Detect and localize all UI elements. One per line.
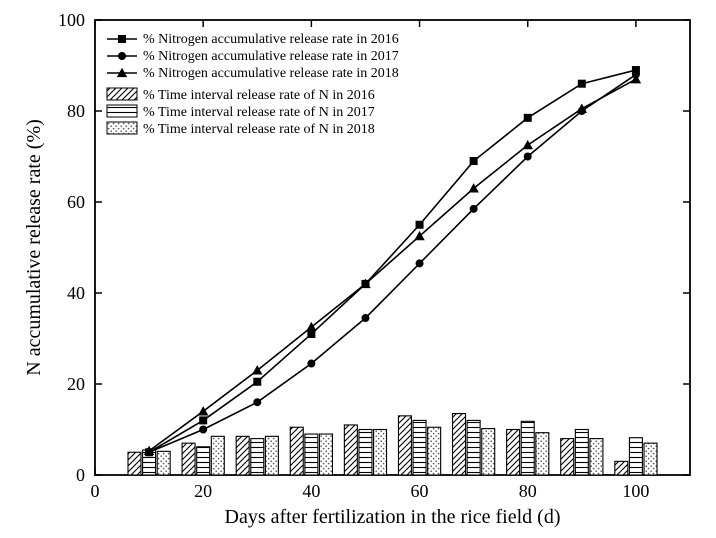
- marker-acc_2017: [361, 314, 369, 322]
- marker-acc_2016: [199, 416, 207, 424]
- bar-int_2017: [197, 447, 210, 475]
- legend-label: % Nitrogen accumulative release rate in …: [143, 32, 399, 47]
- bar-int_2018: [374, 430, 387, 476]
- legend-marker-acc_2017: [118, 52, 126, 60]
- bar-int_2016: [507, 430, 520, 476]
- x-tick-label: 40: [302, 481, 320, 501]
- bar-int_2018: [319, 434, 332, 475]
- legend-bars: % Time interval release rate of N in 201…: [107, 88, 375, 137]
- bar-int_2018: [590, 439, 603, 475]
- bar-int_2016: [236, 436, 249, 475]
- bar-int_2016: [344, 425, 357, 475]
- bar-int_2018: [428, 427, 441, 475]
- marker-acc_2016: [416, 221, 424, 229]
- bar-int_2016: [615, 461, 628, 475]
- marker-acc_2016: [253, 378, 261, 386]
- legend-label: % Nitrogen accumulative release rate in …: [143, 66, 399, 81]
- bar-int_2016: [561, 439, 574, 475]
- bar-int_2017: [305, 434, 318, 475]
- y-tick-label: 20: [67, 374, 85, 394]
- bar-int_2018: [265, 436, 278, 475]
- bar-int_2017: [413, 420, 426, 475]
- y-tick-label: 60: [67, 192, 85, 212]
- bar-int_2018: [536, 433, 549, 475]
- legend-marker-acc_2016: [118, 35, 126, 43]
- bar-int_2018: [211, 436, 224, 475]
- y-tick-label: 100: [58, 10, 85, 30]
- bar-int_2017: [629, 438, 642, 475]
- x-tick-label: 100: [622, 481, 649, 501]
- marker-acc_2017: [199, 426, 207, 434]
- chart-svg: 0 20 40 60 80 100 0 20 40 60 80 100 Days after ferti…: [0, 0, 716, 538]
- chart-container: 0 20 40 60 80 100 0 20 40 60 80 100 Days after ferti…: [0, 0, 716, 538]
- marker-acc_2017: [253, 398, 261, 406]
- legend-label: % Time interval release rate of N in 201…: [143, 122, 375, 137]
- bar-int_2017: [467, 420, 480, 475]
- y-tick-label: 80: [67, 101, 85, 121]
- x-tick-label: 20: [194, 481, 212, 501]
- marker-acc_2018: [523, 140, 533, 149]
- bar-int_2016: [398, 416, 411, 475]
- x-axis-label: Days after fertilization in the rice fie…: [225, 506, 561, 528]
- marker-acc_2016: [524, 114, 532, 122]
- y-tick-label: 40: [67, 283, 85, 303]
- bar-int_2017: [521, 421, 534, 475]
- marker-acc_2018: [198, 406, 208, 415]
- x-tick-label: 0: [91, 481, 100, 501]
- bar-int_2016: [182, 443, 195, 475]
- marker-acc_2017: [307, 360, 315, 368]
- legend-label: % Time interval release rate of N in 201…: [143, 105, 375, 120]
- legend-label: % Nitrogen accumulative release rate in …: [143, 49, 399, 64]
- marker-acc_2017: [470, 205, 478, 213]
- bar-int_2018: [157, 451, 170, 475]
- bar-int_2016: [128, 452, 141, 475]
- y-tick-label: 0: [76, 465, 85, 485]
- bar-int_2018: [644, 443, 657, 475]
- bar-int_2017: [251, 439, 264, 475]
- marker-acc_2017: [524, 153, 532, 161]
- marker-acc_2016: [470, 157, 478, 165]
- marker-acc_2016: [578, 80, 586, 88]
- bar-int_2016: [290, 427, 303, 475]
- bar-int_2017: [359, 430, 372, 476]
- x-tick-label: 80: [519, 481, 537, 501]
- legend-lines: % Nitrogen accumulative release rate in …: [107, 32, 399, 81]
- y-axis-label: N accumulative release rate (%): [23, 119, 45, 376]
- bar-int_2017: [575, 430, 588, 476]
- legend-label: % Time interval release rate of N in 201…: [143, 88, 375, 103]
- bar-int_2018: [482, 429, 495, 475]
- marker-acc_2017: [416, 259, 424, 267]
- x-tick-label: 60: [411, 481, 429, 501]
- bar-int_2016: [453, 414, 466, 475]
